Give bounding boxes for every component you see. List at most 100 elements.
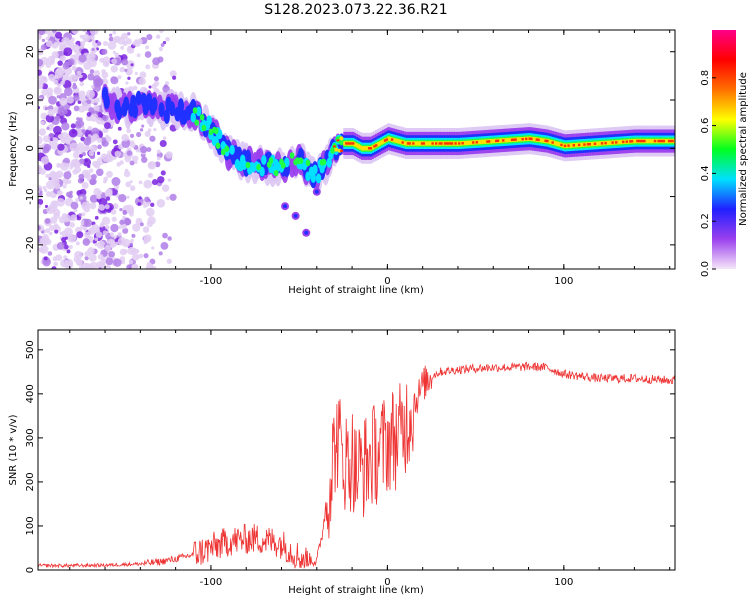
spectrogram-noise-cell (72, 84, 78, 90)
snr-y-ticks: 0 100 200 300 400 500 (25, 340, 675, 573)
spectrogram-noise-cell (144, 196, 150, 203)
spectrogram-noise-cell (123, 89, 128, 94)
snr-panel: -100 0 100 0 100 200 300 400 500 Height of stra… (8, 329, 676, 596)
spectrogram-ridge-cell (336, 139, 340, 142)
colorbar-tick-label: 0.6 (700, 118, 711, 134)
spectrogram-noise-cell (42, 242, 47, 247)
spectrogram-ridge-cell (206, 115, 212, 126)
spectrogram-noise-cell (41, 38, 46, 43)
spectrogram-noise-cell (117, 237, 127, 246)
spectrogram-noise-cell (110, 76, 119, 85)
spectrogram-noise-cell (158, 46, 164, 52)
x-tick-label: -100 (200, 577, 223, 588)
spectrogram-noise-cell (97, 144, 102, 150)
snr-y-label: SNR (10 * v/v) (8, 414, 19, 485)
y-tick-label: 300 (25, 428, 36, 447)
spectrogram-noise-cell (68, 128, 78, 138)
spectrogram-noise-cell (149, 135, 156, 142)
spectrogram-ridge-cell (357, 144, 360, 149)
spectrogram-noise-cell (127, 76, 131, 80)
spectrogram-noise-cell (67, 236, 73, 241)
spectrogram-noise-cell (91, 127, 100, 136)
spectrogram-ridge-cell (116, 105, 123, 121)
spectrogram-noise-cell (46, 205, 55, 215)
colorbar-tick-label: 0.0 (700, 261, 711, 277)
spectrogram-noise-cell (96, 41, 102, 46)
spectrogram-ridge-cell (362, 146, 366, 151)
spectrogram-noise-cell (157, 176, 165, 184)
spectrogram-noise-cell (76, 120, 85, 128)
spectrogram-noise-cell (83, 38, 88, 43)
spectrogram-noise-cell (117, 75, 122, 80)
spectrogram-noise-cell (63, 255, 68, 260)
spectrogram-noise-cell (69, 221, 76, 228)
spectrogram-noise-cell (144, 130, 151, 138)
spectrogram-ridge-cell (643, 139, 646, 143)
spectrogram-noise-cell (101, 48, 108, 55)
spectrogram-noise-cell (70, 201, 79, 210)
spectrogram-noise-cell (89, 69, 95, 74)
spectrogram-ridge-cell (369, 147, 373, 150)
spectrogram-ridge-cell (343, 141, 346, 146)
spectrogram-ridge-cell (537, 138, 540, 142)
spectrogram-noise-cell (84, 256, 89, 261)
spectrogram-noise-cell (162, 232, 168, 239)
spectrogram-noise-cell (45, 173, 50, 179)
spectrogram-ridge-cell (652, 138, 655, 144)
spectrogram-ridge-cell (535, 138, 538, 141)
spectrogram-noise-cell (88, 168, 94, 173)
spectrogram-noise-cell (51, 30, 57, 33)
spectrogram-noise-cell (51, 201, 57, 206)
spectrogram-ridge-cell (637, 139, 641, 143)
spectrogram-noise-cell (132, 155, 139, 162)
spectrogram-ridge-cell (574, 142, 577, 148)
spectrogram-noise-cell (82, 238, 91, 246)
spectrogram-ridge-cell (487, 140, 491, 143)
spectrogram-y-ticks: -20 -10 0 10 20 (25, 45, 675, 253)
spectrogram-noise-cell (86, 112, 92, 117)
spectrogram-noise-cell (98, 204, 106, 211)
snr-frame (37, 329, 676, 571)
spectrogram-ridge-cell (470, 140, 473, 145)
y-tick-label: -20 (25, 237, 36, 253)
spectrogram-ridge-cell (533, 137, 537, 142)
spectrogram-noise-cell (66, 191, 72, 198)
spectrogram-noise-cell (56, 241, 65, 250)
spectrogram-noise-cell (40, 78, 45, 83)
y-tick-label: 400 (25, 384, 36, 403)
spectrogram-noise-cell (103, 122, 111, 130)
spectrogram-noise-cell (129, 133, 135, 139)
spectrogram-noise-cell (143, 236, 150, 243)
spectrogram-noise-cell (42, 257, 51, 267)
spectrogram-ridge-cell (553, 140, 556, 146)
spectrogram-ridge-cell (500, 138, 503, 143)
colorbar-tick-label: 0.2 (700, 213, 711, 229)
spectrogram-ridge-cell (201, 124, 207, 132)
spectrogram-noise-cell (43, 256, 48, 261)
spectrogram-ridge-cell (298, 157, 304, 164)
spectrogram-ridge-cell (475, 141, 478, 144)
spectrogram-noise-cell (148, 264, 154, 269)
spectrogram-ridge-cell (666, 138, 669, 144)
spectrogram-noise-cell (139, 71, 147, 79)
spectrogram-ridge-cell (360, 146, 364, 151)
spectrogram-noise-cell (92, 160, 99, 168)
spectrogram-ridge-cell (551, 141, 554, 144)
spectrogram-ridge-cell (273, 169, 279, 177)
spectrogram-ridge-cell (667, 139, 671, 143)
spectrogram-ridge-cell (662, 139, 666, 143)
spectrogram-noise-cell (124, 68, 128, 72)
spectrogram-ridge-cell (562, 143, 565, 148)
spectrogram-noise-cell (51, 51, 59, 59)
spectrogram-noise-cell (45, 228, 51, 234)
spectrogram-ridge-cell (280, 162, 286, 169)
spectrogram-noise-cell (80, 72, 88, 80)
y-tick-label: 20 (25, 45, 36, 58)
spectrogram-noise-cell (105, 257, 114, 266)
spectrogram-noise-cell (107, 40, 117, 50)
spectrogram-blob-core (304, 230, 309, 235)
spectrogram-noise-cell (117, 232, 122, 237)
spectrogram-ridge-cell (623, 139, 627, 144)
spectrogram-ridge-cell (611, 141, 614, 144)
spectrogram-ridge-cell (592, 141, 595, 147)
